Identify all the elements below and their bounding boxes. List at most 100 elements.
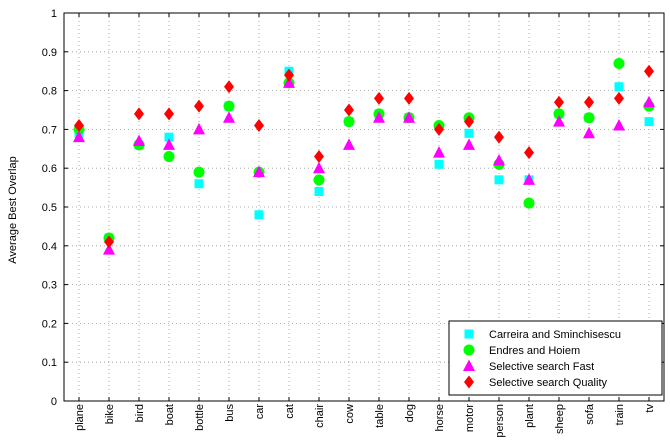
y-tick-label: 0.9 [42,47,57,59]
axes: 0 0.1 0.2 0.3 0.4 0.5 0.6 0.7 0.8 0.9 1 plane bike bi… [42,8,665,438]
x-tick-label: bike [104,404,116,424]
legend-marker [464,329,474,339]
data-point [284,68,294,82]
x-tick-label: bird [134,404,146,422]
data-point [254,210,264,220]
data-point [253,165,265,178]
legend-marker [463,359,475,371]
x-tick-label: bus [224,404,236,422]
data-point [524,146,534,160]
data-point [164,132,174,142]
data-point [163,138,175,150]
data-point [583,112,595,124]
y-tick-label: 0.3 [42,280,57,292]
data-point [314,150,324,164]
legend-label: Carreira and Sminchisescu [489,329,621,341]
data-point [374,91,384,105]
data-point [433,146,445,158]
data-point [133,134,145,147]
legend-marker [463,344,475,356]
x-tick-label: plane [74,404,86,431]
data-point [494,175,504,185]
data-point [194,99,204,113]
data-point [434,122,444,136]
data-point [104,235,114,249]
y-tick-label: 0.7 [42,124,57,136]
y-tick-label: 0.4 [42,241,57,253]
data-point [194,179,204,189]
data-point [553,115,565,127]
data-point [74,119,84,133]
data-point [523,173,535,185]
x-tick-label: chair [314,404,326,428]
data-point [224,80,234,94]
data-point [434,159,444,169]
data-point [343,138,355,150]
data-point [553,108,565,120]
data-point [403,111,415,123]
x-tick-label: person [494,404,506,438]
x-tick-label: table [374,404,386,428]
data-point [343,116,355,128]
x-tick-label: car [254,404,266,420]
x-tick-label: motor [464,404,476,432]
x-tick-label: bottle [194,404,206,431]
grid [64,13,664,401]
x-tick-label: sheep [554,404,566,434]
x-tick-label: horse [434,404,446,432]
data-point [373,111,385,123]
data-point [223,111,235,123]
x-tick-label: boat [164,404,176,425]
data-point [314,186,324,196]
data-point [193,122,205,135]
y-axis-label: Average Best Overlap [7,156,19,263]
data-point [614,91,624,105]
series-1 [74,66,654,243]
data-point [103,243,115,255]
data-point [523,197,535,209]
x-tick-label: tv [644,404,656,413]
data-point [254,119,264,133]
series-3 [73,76,655,255]
data-marks [73,57,655,255]
y-tick-label: 0.1 [42,357,57,369]
data-point [313,161,325,174]
data-point [134,107,144,121]
data-point [193,166,205,178]
data-point [463,138,475,150]
series-4 [74,64,654,249]
plot-frame [63,12,665,402]
legend-box [448,320,663,396]
data-point [584,95,594,109]
y-tick-label: 0 [51,396,57,408]
data-point [464,128,474,138]
y-tick-label: 0.5 [42,202,57,214]
data-point [614,82,624,92]
x-tick-label: sofa [584,403,596,425]
legend: Carreira and Sminchisescu Endres and Hoie… [448,320,663,396]
x-tick-label: cat [284,404,296,419]
y-tick-label: 0.6 [42,163,57,175]
y-tick-label: 0.8 [42,86,57,98]
legend-label: Selective search Fast [489,361,594,373]
series-2 [73,57,655,244]
data-point [464,115,474,129]
x-tick-label: plant [524,404,536,428]
legend-marker [464,375,474,389]
data-point [163,151,175,163]
data-point [494,130,504,144]
data-point [644,64,654,78]
data-point [313,174,325,186]
data-point [583,126,595,139]
data-point [73,130,85,143]
data-point [613,119,625,131]
x-tick-label: dog [404,404,416,422]
data-point [164,107,174,121]
legend-label: Endres and Hoiem [489,345,580,357]
data-point [613,57,625,69]
data-point [493,153,505,166]
data-point [223,100,235,112]
x-tick-label: train [614,404,626,425]
data-point [344,103,354,117]
